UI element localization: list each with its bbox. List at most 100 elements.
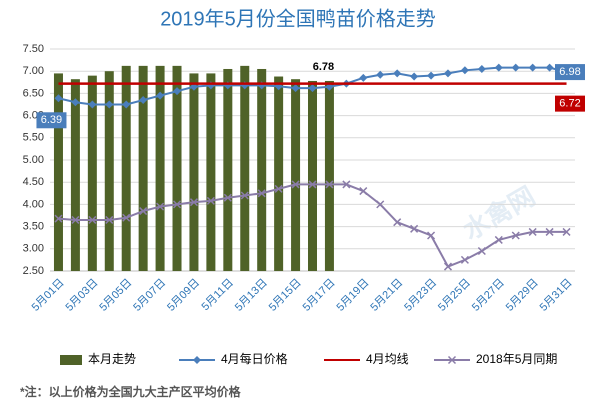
marker xyxy=(88,215,97,224)
marker xyxy=(427,71,436,80)
marker xyxy=(562,227,571,236)
marker xyxy=(325,180,334,189)
marker xyxy=(105,215,114,224)
x-tick-label: 5月17日 xyxy=(301,277,338,314)
y-tick-label: 4.50 xyxy=(23,176,44,188)
marker xyxy=(173,87,182,96)
marker xyxy=(88,100,97,109)
watermark: 水禽网 xyxy=(458,181,541,246)
marker xyxy=(545,63,554,72)
x-tick-label: 5月21日 xyxy=(368,277,405,314)
marker xyxy=(427,231,436,240)
x-tick-label: 5月29日 xyxy=(504,277,541,314)
x-tick-label: 5月03日 xyxy=(63,277,100,314)
x-tick-label: 5月15日 xyxy=(267,277,304,314)
x-tick-label: 5月25日 xyxy=(436,277,473,314)
bar xyxy=(189,73,199,271)
bar xyxy=(324,80,334,271)
marker xyxy=(240,191,249,200)
bar xyxy=(53,73,63,271)
footnote: *注：以上价格为全国九大主产区平均价格 xyxy=(20,384,242,399)
marker xyxy=(223,193,232,202)
marker xyxy=(274,184,283,193)
bar xyxy=(206,73,216,271)
x-tick-label: 5月11日 xyxy=(200,277,236,313)
marker xyxy=(54,94,63,103)
data-label: 6.39 xyxy=(41,114,62,126)
bar xyxy=(87,75,97,271)
bar xyxy=(138,65,148,271)
legend-label: 本月走势 xyxy=(88,352,136,366)
marker xyxy=(460,66,469,75)
marker xyxy=(189,198,198,207)
marker xyxy=(477,246,486,256)
y-tick-label: 4.00 xyxy=(23,198,44,210)
legend-marker xyxy=(447,355,457,365)
marker xyxy=(393,69,402,78)
marker xyxy=(376,70,385,79)
data-label-box xyxy=(36,112,67,129)
marker xyxy=(477,64,486,73)
y-tick-label: 3.00 xyxy=(23,243,44,255)
marker xyxy=(172,200,182,209)
bar xyxy=(223,68,233,271)
marker xyxy=(308,84,317,93)
marker xyxy=(528,227,537,236)
bar xyxy=(308,80,317,271)
marker xyxy=(71,215,80,224)
marker xyxy=(206,196,215,205)
x-tick-label: 5月01日 xyxy=(30,277,67,314)
bar xyxy=(104,71,114,271)
marker xyxy=(359,73,368,82)
marker xyxy=(410,224,419,233)
bar xyxy=(257,68,267,271)
legend-label: 2018年5月同期 xyxy=(476,352,557,366)
marker xyxy=(494,235,503,244)
data-label: 6.78 xyxy=(313,61,334,73)
bar xyxy=(291,79,301,271)
marker xyxy=(308,180,317,189)
marker xyxy=(54,214,63,223)
y-tick-label: 7.00 xyxy=(23,65,44,77)
marker xyxy=(376,200,385,209)
x-tick-label: 5月27日 xyxy=(470,277,507,314)
marker xyxy=(291,180,300,189)
marker xyxy=(359,187,368,196)
marker xyxy=(156,91,165,100)
marker xyxy=(71,98,80,107)
y-tick-label: 5.50 xyxy=(23,132,44,144)
marker xyxy=(393,218,402,227)
bar xyxy=(274,76,284,271)
x-tick-label: 5月13日 xyxy=(233,277,270,314)
marker xyxy=(291,84,300,93)
marker xyxy=(511,231,520,240)
marker xyxy=(122,100,131,109)
data-label: 6.98 xyxy=(559,66,580,78)
marker xyxy=(528,63,537,72)
marker xyxy=(342,180,351,189)
chart-title: 2019年5月份全国鸭苗价格走势 xyxy=(160,7,436,30)
legend-swatch xyxy=(60,355,82,365)
y-tick-label: 5.00 xyxy=(23,154,44,166)
marker xyxy=(139,96,148,105)
marker xyxy=(443,262,453,271)
marker xyxy=(494,63,503,72)
marker xyxy=(511,63,520,72)
marker xyxy=(105,100,114,109)
data-label: 6.72 xyxy=(559,98,580,110)
marker xyxy=(122,213,131,222)
data-label-box xyxy=(555,64,585,81)
x-tick-label: 5月07日 xyxy=(131,277,168,314)
legend-label: 4月均线 xyxy=(366,352,409,366)
legend-marker xyxy=(193,356,201,364)
marker xyxy=(443,69,452,78)
bar xyxy=(155,65,165,271)
legend-label: 4月每日价格 xyxy=(221,351,288,366)
x-tick-label: 5月19日 xyxy=(334,277,371,314)
bar xyxy=(70,79,80,271)
y-tick-label: 7.50 xyxy=(23,43,44,55)
y-tick-label: 2.50 xyxy=(23,265,44,277)
marker xyxy=(410,72,419,81)
x-tick-label: 5月09日 xyxy=(165,277,202,314)
